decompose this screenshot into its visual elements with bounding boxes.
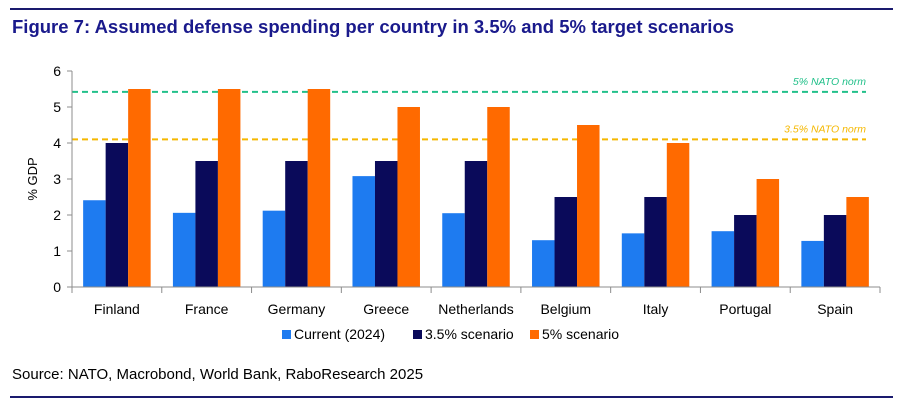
bar (217, 89, 241, 287)
bar (734, 215, 757, 287)
bar (577, 125, 600, 287)
bar (442, 213, 465, 287)
bar-chart: 5% NATO norm 3.5% NATO norm 0 1 2 3 4 5 6 Finlan… (25, 63, 881, 342)
legend-swatch (530, 330, 539, 339)
bar (172, 212, 196, 287)
bar (397, 107, 420, 287)
legend-label: Current (2024) (294, 326, 385, 342)
bar (532, 240, 555, 287)
figure-title: Figure 7: Assumed defense spending per c… (12, 16, 735, 37)
bar (823, 215, 847, 287)
bar (666, 143, 690, 287)
x-tick-label: Portugal (719, 301, 771, 317)
bar (464, 161, 488, 287)
bar (801, 240, 824, 287)
x-tick-label: Spain (817, 301, 853, 317)
bar (554, 197, 578, 287)
source-note: Source: NATO, Macrobond, World Bank, Rab… (12, 366, 424, 383)
bar (262, 210, 286, 287)
x-tick-label: Germany (268, 301, 326, 317)
y-tick-label: 3 (53, 171, 61, 187)
x-tick-label: Greece (363, 301, 409, 317)
reference-line-label: 3.5% NATO norm (784, 123, 866, 135)
bar (307, 89, 331, 287)
bar (285, 161, 308, 287)
legend-label: 5% scenario (542, 326, 619, 342)
bar (756, 179, 780, 287)
bar (846, 197, 869, 287)
x-tick-label: France (185, 301, 229, 317)
y-tick-label: 5 (53, 99, 61, 115)
reference-line-label: 5% NATO norm (793, 76, 866, 88)
bar (195, 161, 218, 287)
bar (128, 89, 151, 287)
y-tick-label: 6 (53, 63, 61, 79)
bar (711, 231, 735, 287)
bar (105, 143, 129, 287)
bar (644, 197, 667, 287)
bar (83, 200, 106, 287)
legend-swatch (413, 330, 422, 339)
y-axis-label: % GDP (25, 157, 40, 200)
top-rule (10, 8, 893, 10)
y-tick-label: 0 (53, 279, 61, 295)
bar (621, 233, 645, 287)
x-tick-label: Netherlands (438, 301, 514, 317)
x-tick-label: Finland (94, 301, 140, 317)
bar (374, 161, 398, 287)
bar (487, 107, 510, 287)
y-tick-label: 4 (53, 135, 61, 151)
legend-swatch (282, 330, 291, 339)
y-tick-label: 2 (53, 207, 61, 223)
bar (352, 176, 375, 287)
x-tick-label: Belgium (540, 301, 591, 317)
legend-label: 3.5% scenario (425, 326, 514, 342)
x-tick-label: Italy (643, 301, 669, 317)
y-tick-label: 1 (53, 243, 61, 259)
bottom-rule (10, 396, 893, 398)
